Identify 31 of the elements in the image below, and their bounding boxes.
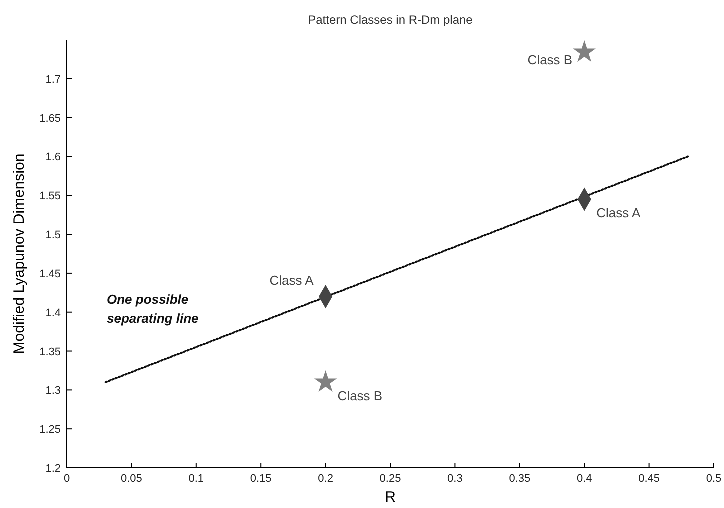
series-label: Class B <box>528 52 573 68</box>
x-tick-label: 0.3 <box>448 473 463 485</box>
text: Class A <box>270 272 314 288</box>
x-tick-label: 0.2 <box>318 473 334 485</box>
x-axis-title: R <box>385 489 396 506</box>
y-tick-label: 1.2 <box>46 463 61 475</box>
y-axis-title: Modified Lyapunov Dimension <box>11 154 28 354</box>
chart-title: Pattern Classes in R-Dm plane <box>308 13 474 27</box>
x-tick-label: 0.25 <box>380 473 402 485</box>
annotation: One possible separating line <box>107 292 199 326</box>
x-tick-label: 0.35 <box>509 473 531 485</box>
y-tick-label: 1.45 <box>40 268 61 280</box>
x-tick-label: 0.45 <box>638 473 660 485</box>
y-tick-label: 1.4 <box>46 307 61 320</box>
series-label: Class A <box>596 206 641 221</box>
x-tick-label: 0.15 <box>250 473 272 485</box>
y-tick-label: 1.35 <box>40 346 61 358</box>
y-tick-label: 1.3 <box>46 385 61 398</box>
x-tick-label: 0.5 <box>706 473 722 485</box>
y-tick-label: 1.25 <box>40 424 61 436</box>
y-tick-label: 1.6 <box>46 152 61 164</box>
point <box>573 40 596 62</box>
x-tick-label: 0.4 <box>576 473 592 485</box>
y-tick-label: 1.65 <box>40 112 61 125</box>
y-tick-label: 1.7 <box>46 74 61 86</box>
text: Class B <box>338 388 383 404</box>
y-tick-label: 1.5 <box>46 230 61 242</box>
x-tick-label: 0.05 <box>120 473 142 485</box>
x-tick-label: 0.1 <box>188 473 204 485</box>
x-tick-label: 0 <box>64 473 70 485</box>
y-tick-label: 1.55 <box>40 190 61 203</box>
